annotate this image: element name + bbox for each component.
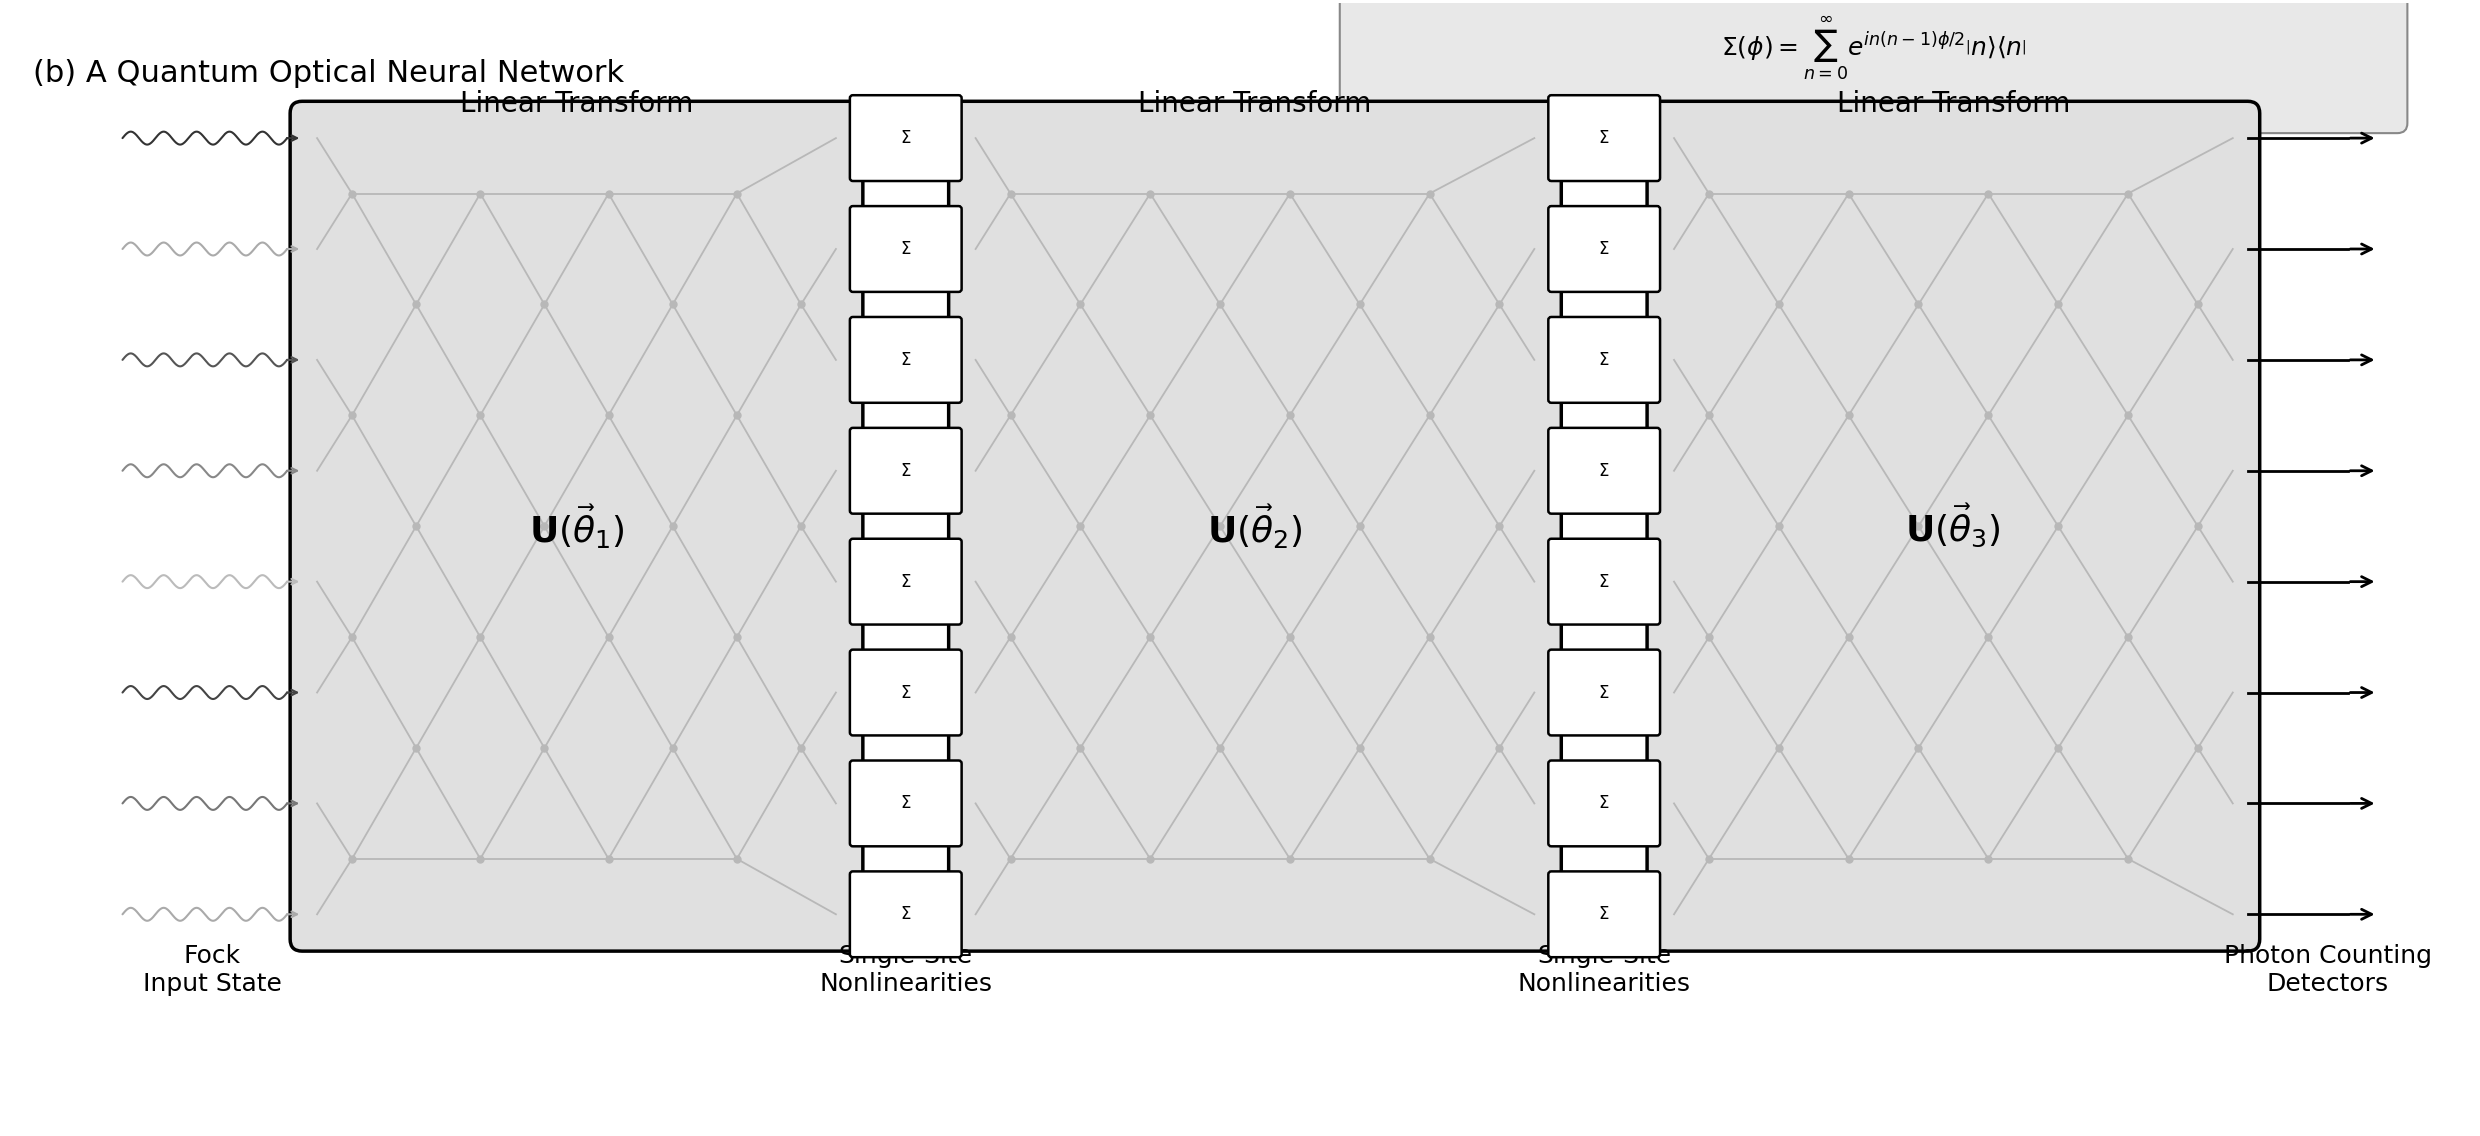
Text: $\Sigma$: $\Sigma$ (900, 130, 913, 148)
Text: $\Sigma$: $\Sigma$ (1600, 684, 1610, 702)
FancyBboxPatch shape (290, 101, 863, 951)
FancyBboxPatch shape (1647, 101, 2259, 951)
Text: $\Sigma$: $\Sigma$ (900, 794, 913, 812)
Text: $\Sigma$: $\Sigma$ (900, 684, 913, 702)
FancyBboxPatch shape (851, 206, 962, 292)
Text: $\Sigma$: $\Sigma$ (1600, 130, 1610, 148)
FancyBboxPatch shape (1548, 317, 1659, 403)
Text: (b) A Quantum Optical Neural Network: (b) A Quantum Optical Neural Network (32, 58, 625, 87)
FancyBboxPatch shape (1548, 206, 1659, 292)
FancyBboxPatch shape (1548, 538, 1659, 625)
FancyBboxPatch shape (851, 650, 962, 735)
Text: Single-Site
Nonlinearities: Single-Site Nonlinearities (1518, 944, 1691, 996)
FancyBboxPatch shape (851, 95, 962, 181)
Text: Fock
Input State: Fock Input State (144, 944, 283, 996)
FancyBboxPatch shape (851, 317, 962, 403)
Text: Linear Transform: Linear Transform (1138, 90, 1371, 118)
Text: $\mathbf{U}(\vec{\theta}_1)$: $\mathbf{U}(\vec{\theta}_1)$ (528, 502, 625, 551)
Text: $\Sigma$: $\Sigma$ (1600, 794, 1610, 812)
FancyBboxPatch shape (851, 538, 962, 625)
Text: Photon Counting
Detectors: Photon Counting Detectors (2225, 944, 2430, 996)
Text: $\Sigma$: $\Sigma$ (900, 905, 913, 924)
Text: Linear Transform: Linear Transform (1838, 90, 2071, 118)
Text: $\Sigma$: $\Sigma$ (900, 240, 913, 258)
FancyBboxPatch shape (1548, 871, 1659, 958)
Text: $\Sigma$: $\Sigma$ (900, 351, 913, 369)
Text: $\Sigma(\phi) = \sum_{n=0}^{\infty} e^{in(n-1)\phi/2} \left|n\right\rangle \left: $\Sigma(\phi) = \sum_{n=0}^{\infty} e^{i… (1721, 15, 2026, 82)
Text: $\mathbf{U}(\vec{\theta}_2)$: $\mathbf{U}(\vec{\theta}_2)$ (1208, 502, 1302, 551)
FancyBboxPatch shape (1548, 760, 1659, 846)
Text: Linear Transform: Linear Transform (459, 90, 694, 118)
Text: $\Sigma$: $\Sigma$ (1600, 240, 1610, 258)
FancyBboxPatch shape (851, 428, 962, 513)
FancyBboxPatch shape (1548, 428, 1659, 513)
Text: $\Sigma$: $\Sigma$ (1600, 461, 1610, 479)
FancyBboxPatch shape (1339, 0, 2408, 133)
Text: $\Sigma$: $\Sigma$ (1600, 573, 1610, 591)
FancyBboxPatch shape (1548, 650, 1659, 735)
Text: Single-Site
Nonlinearities: Single-Site Nonlinearities (818, 944, 992, 996)
FancyBboxPatch shape (950, 101, 1562, 951)
Text: $\mathbf{U}(\vec{\theta}_3)$: $\mathbf{U}(\vec{\theta}_3)$ (1905, 502, 2001, 550)
FancyBboxPatch shape (1548, 95, 1659, 181)
FancyBboxPatch shape (851, 760, 962, 846)
Text: $\Sigma$: $\Sigma$ (900, 573, 913, 591)
Text: $\Sigma$: $\Sigma$ (1600, 905, 1610, 924)
Text: $\Sigma$: $\Sigma$ (1600, 351, 1610, 369)
Text: $\Sigma$: $\Sigma$ (900, 461, 913, 479)
FancyBboxPatch shape (851, 871, 962, 958)
